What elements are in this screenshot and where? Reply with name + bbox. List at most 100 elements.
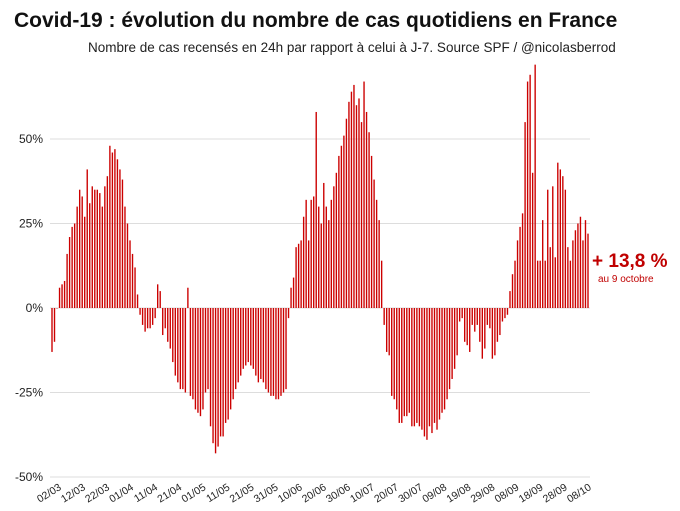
bar: [536, 260, 539, 308]
x-tick-label: 11/04: [132, 481, 160, 505]
bar: [275, 308, 277, 400]
bar: [579, 216, 582, 308]
bar: [360, 122, 363, 308]
bar: [255, 308, 257, 376]
bar: [441, 308, 443, 413]
bar: [391, 308, 393, 396]
bar: [172, 308, 174, 363]
y-tick-label: 50%: [19, 132, 43, 146]
bar: [431, 308, 433, 434]
bar: [577, 223, 579, 308]
bar: [443, 308, 446, 410]
x-tick-label: 21/05: [228, 481, 257, 505]
bar: [86, 169, 88, 308]
bar: [245, 308, 247, 366]
bar: [469, 308, 471, 352]
bar: [451, 308, 453, 379]
bar: [385, 308, 388, 352]
bar: [154, 308, 156, 319]
bar: [529, 74, 531, 308]
bar: [91, 186, 93, 308]
bar: [481, 308, 483, 359]
bar: [370, 155, 373, 308]
bar: [416, 308, 418, 423]
bar: [222, 308, 224, 437]
x-tick-label: 09/08: [420, 481, 449, 505]
bar: [325, 206, 327, 308]
bar: [453, 308, 456, 369]
bar: [378, 220, 380, 308]
bar: [51, 308, 53, 352]
bar: [232, 308, 234, 400]
bar: [428, 308, 431, 427]
bar: [199, 308, 202, 417]
bar: [388, 308, 390, 356]
x-tick-label: 20/07: [372, 481, 401, 505]
bar: [78, 189, 81, 308]
bar: [562, 176, 564, 308]
bar: [277, 308, 280, 400]
bar: [373, 179, 375, 308]
bar: [408, 308, 411, 413]
bar: [177, 308, 179, 383]
bar: [436, 308, 438, 430]
bar: [250, 308, 252, 366]
bar: [519, 226, 521, 308]
bar: [257, 308, 260, 383]
bar: [426, 308, 428, 440]
bar: [524, 122, 526, 308]
bar: [539, 260, 541, 308]
bar: [66, 253, 68, 308]
bar: [411, 308, 413, 427]
bar: [202, 308, 204, 410]
bar: [491, 308, 494, 359]
bar: [302, 216, 305, 308]
bar: [272, 308, 275, 396]
gridlines: [50, 138, 590, 478]
bar: [164, 308, 166, 329]
x-tick-label: 10/07: [348, 481, 377, 505]
y-tick-label: 0%: [26, 301, 44, 315]
bar: [466, 308, 468, 346]
bar: [237, 308, 239, 383]
bar: [207, 308, 209, 390]
y-axis-ticks: 50% 25% 0% -25% -50%: [15, 132, 43, 484]
bar: [494, 308, 496, 356]
bar: [350, 91, 353, 309]
bar: [76, 206, 78, 308]
bar: [365, 111, 368, 309]
bar: [307, 240, 310, 308]
bar: [340, 145, 343, 308]
bar: [119, 169, 121, 308]
bar: [106, 176, 109, 308]
bar: [121, 179, 124, 308]
bar: [61, 284, 63, 308]
bar: [318, 206, 320, 308]
bar: [448, 308, 451, 390]
bar: [509, 291, 511, 308]
bar: [252, 308, 254, 369]
bar: [552, 186, 554, 308]
bar: [323, 182, 325, 308]
bar: [514, 260, 516, 308]
bar: [504, 308, 506, 319]
bar: [139, 308, 141, 315]
bar: [423, 308, 426, 437]
bar: [282, 308, 285, 393]
chart-subtitle: Nombre de cas recensés en 24h par rappor…: [88, 40, 616, 55]
bar: [476, 308, 478, 325]
annotation-date: au 9 octobre: [598, 274, 654, 285]
x-tick-label: 28/09: [541, 481, 570, 505]
bar: [574, 230, 577, 308]
bar: [131, 253, 134, 308]
x-tick-label: 22/03: [83, 481, 112, 505]
bar: [217, 308, 219, 447]
bar: [197, 308, 199, 413]
bar: [335, 172, 338, 308]
bar: [345, 118, 348, 308]
x-tick-label: 18/09: [517, 481, 546, 505]
bar: [396, 308, 398, 410]
bar: [456, 308, 458, 356]
bar: [496, 308, 499, 342]
bar: [53, 308, 56, 342]
